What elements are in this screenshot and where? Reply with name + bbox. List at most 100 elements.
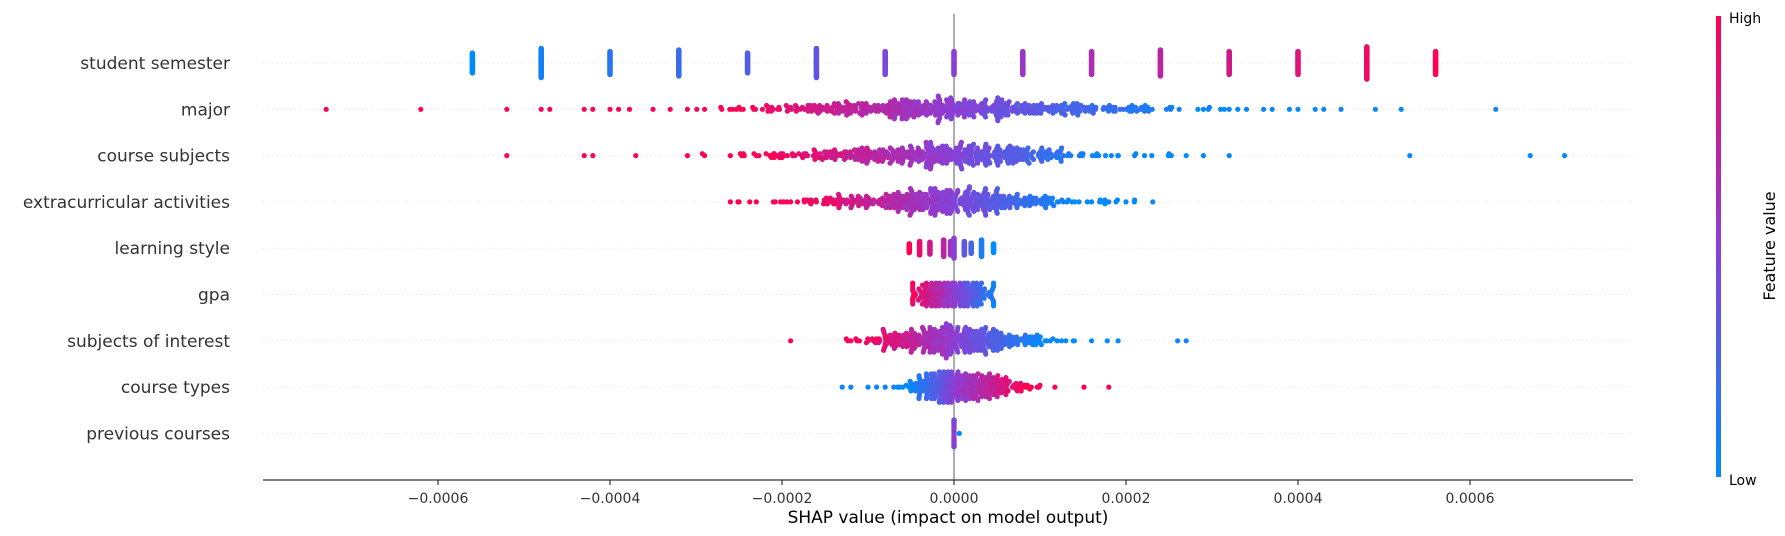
- shap-point: [1006, 99, 1012, 105]
- shap-point: [994, 210, 1000, 216]
- shap-point: [581, 153, 587, 159]
- shap-point: [1038, 342, 1044, 348]
- colorbar: High Low Feature value: [1716, 11, 1779, 489]
- shap-point: [851, 147, 858, 153]
- shap-point: [1218, 106, 1224, 112]
- feature-row-points: [469, 44, 1439, 82]
- shap-point: [931, 349, 937, 355]
- shap-point: [995, 95, 1001, 101]
- shap-point: [1106, 199, 1112, 205]
- shap-point: [883, 191, 889, 197]
- shap-point: [927, 166, 934, 172]
- shap-point: [1076, 199, 1082, 205]
- shap-point: [1071, 338, 1077, 344]
- shap-point: [923, 303, 930, 309]
- shap-point: [985, 191, 991, 197]
- shap-point: [753, 199, 759, 205]
- feature-label: course types: [121, 378, 230, 398]
- shap-point: [1407, 153, 1413, 159]
- shap-point: [1235, 106, 1241, 112]
- shap-point: [777, 199, 784, 205]
- shap-point: [974, 303, 980, 309]
- shap-point: [1037, 334, 1043, 340]
- shap-point: [891, 345, 897, 351]
- shap-point: [1226, 106, 1232, 112]
- shap-point: [1123, 199, 1129, 205]
- shap-point: [987, 160, 993, 166]
- shap-point: [1039, 158, 1045, 164]
- colorbar-high-label: High: [1729, 11, 1761, 27]
- shap-point: [970, 162, 976, 168]
- x-tick-label: −0.0006: [408, 491, 469, 507]
- shap-point: [1133, 151, 1139, 157]
- shap-point: [928, 395, 935, 402]
- shap-point: [927, 324, 933, 331]
- shap-point: [1372, 106, 1378, 112]
- shap-point: [1321, 106, 1327, 112]
- shap-point: [870, 201, 876, 207]
- shap-point: [923, 164, 929, 170]
- x-tick-label: 0.0002: [1102, 491, 1151, 507]
- shap-point: [949, 280, 956, 286]
- feature-labels: student semester major course subjects extr…: [23, 54, 230, 444]
- shap-point: [1013, 158, 1019, 164]
- shap-point: [1398, 106, 1404, 112]
- shap-point: [959, 166, 965, 172]
- shap-point: [882, 48, 888, 78]
- shap-point: [892, 330, 898, 336]
- shap-point: [831, 201, 837, 207]
- shap-point: [907, 162, 913, 168]
- shap-point: [1026, 160, 1032, 166]
- shap-point: [727, 106, 733, 112]
- shap-point: [616, 106, 622, 112]
- shap-point: [590, 106, 596, 112]
- shap-point: [607, 48, 613, 78]
- shap-point: [923, 371, 929, 377]
- shap-point: [1286, 106, 1292, 112]
- shap-point: [939, 324, 946, 331]
- shap-point: [955, 324, 961, 331]
- shap-point: [1149, 153, 1155, 159]
- shap-point: [983, 324, 989, 331]
- shap-point: [1088, 48, 1095, 78]
- shap-point: [1312, 106, 1318, 112]
- shap-point: [1037, 382, 1043, 388]
- shap-point: [948, 116, 954, 122]
- shap-point: [783, 102, 789, 109]
- shap-point: [915, 297, 921, 303]
- shap-point: [1104, 338, 1110, 344]
- shap-point: [751, 151, 757, 157]
- shap-point: [932, 112, 938, 118]
- shap-point: [1115, 153, 1121, 159]
- shap-point: [998, 345, 1004, 351]
- shap-point: [935, 93, 941, 99]
- feature-label: major: [181, 100, 230, 120]
- feature-row-points: [910, 280, 997, 309]
- shap-point: [916, 189, 923, 195]
- shap-point: [1030, 149, 1036, 155]
- shap-point: [1062, 101, 1068, 107]
- shap-point: [975, 397, 981, 403]
- shap-point: [793, 108, 799, 114]
- shap-point: [1102, 197, 1108, 203]
- shap-point: [936, 399, 942, 405]
- shap-point: [1074, 101, 1080, 107]
- shap-point: [1050, 336, 1056, 342]
- shap-point: [944, 114, 950, 120]
- shap-point: [974, 328, 980, 334]
- shap-point: [1054, 338, 1060, 344]
- feature-row-points: [788, 321, 1189, 361]
- shap-point: [1226, 48, 1232, 78]
- feature-label: previous courses: [86, 424, 230, 444]
- shap-point: [1058, 158, 1064, 164]
- shap-point: [993, 328, 1000, 334]
- shap-point: [788, 338, 794, 344]
- shap-point: [1081, 384, 1087, 390]
- shap-point: [916, 238, 923, 258]
- feature-label: gpa: [198, 286, 230, 306]
- shap-point: [1005, 388, 1011, 394]
- shap-point: [1038, 101, 1045, 107]
- shap-point: [844, 112, 850, 118]
- shap-point: [940, 208, 946, 214]
- shap-point: [855, 101, 862, 107]
